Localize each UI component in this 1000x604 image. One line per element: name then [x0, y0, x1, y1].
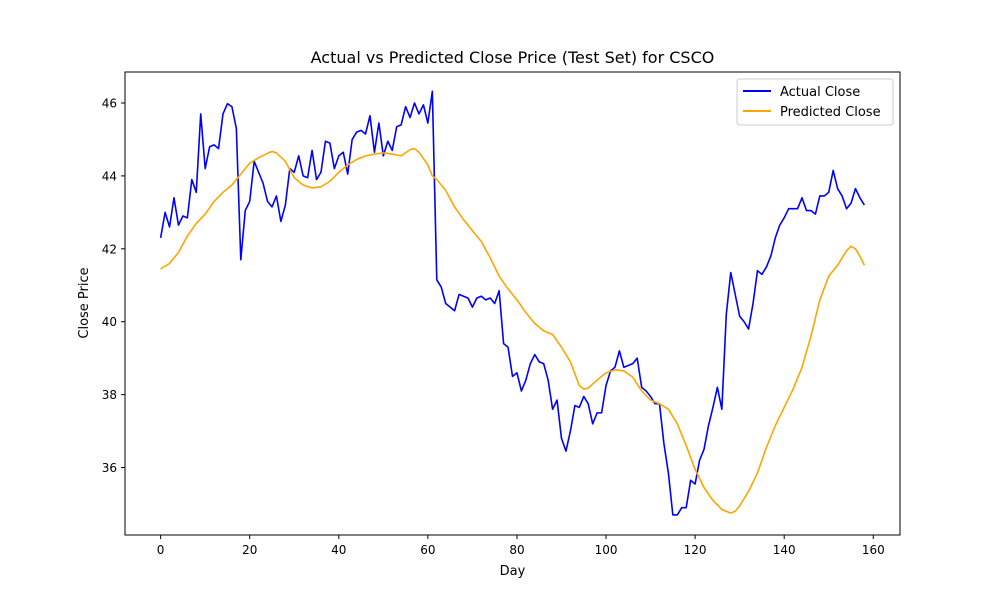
x-tick-label: 0 — [157, 543, 165, 557]
y-tick-label: 38 — [102, 388, 117, 402]
actual-close-line — [159, 90, 866, 516]
x-tick-label: 120 — [684, 543, 707, 557]
y-tick-label: 40 — [102, 315, 117, 329]
y-axis-label: Close Price — [77, 267, 92, 338]
plot-frame — [124, 71, 901, 536]
predicted-close-line — [160, 147, 866, 514]
x-tick-label: 100 — [595, 543, 618, 557]
axis-ticks: 0 20 40 60 80 100 120 140 160 36 38 40 42 44 46 — [102, 96, 885, 557]
legend-label-actual: Actual Close — [780, 85, 860, 100]
series-layer — [159, 90, 866, 516]
x-tick-label: 20 — [242, 543, 257, 557]
chart-title: Actual vs Predicted Close Price (Test Se… — [311, 48, 715, 67]
x-tick-label: 140 — [773, 543, 796, 557]
y-tick-label: 46 — [102, 96, 117, 110]
y-tick-label: 36 — [102, 461, 117, 475]
x-tick-label: 60 — [420, 543, 435, 557]
x-axis-label: Day — [500, 564, 526, 579]
legend-box — [736, 78, 894, 126]
x-tick-label: 160 — [862, 543, 885, 557]
legend-label-predicted: Predicted Close — [780, 105, 881, 120]
y-tick-label: 42 — [102, 242, 117, 256]
x-tick-label: 40 — [331, 543, 346, 557]
legend: Actual Close Predicted Close — [736, 78, 894, 126]
x-tick-label: 80 — [509, 543, 524, 557]
y-tick-label: 44 — [102, 169, 117, 183]
